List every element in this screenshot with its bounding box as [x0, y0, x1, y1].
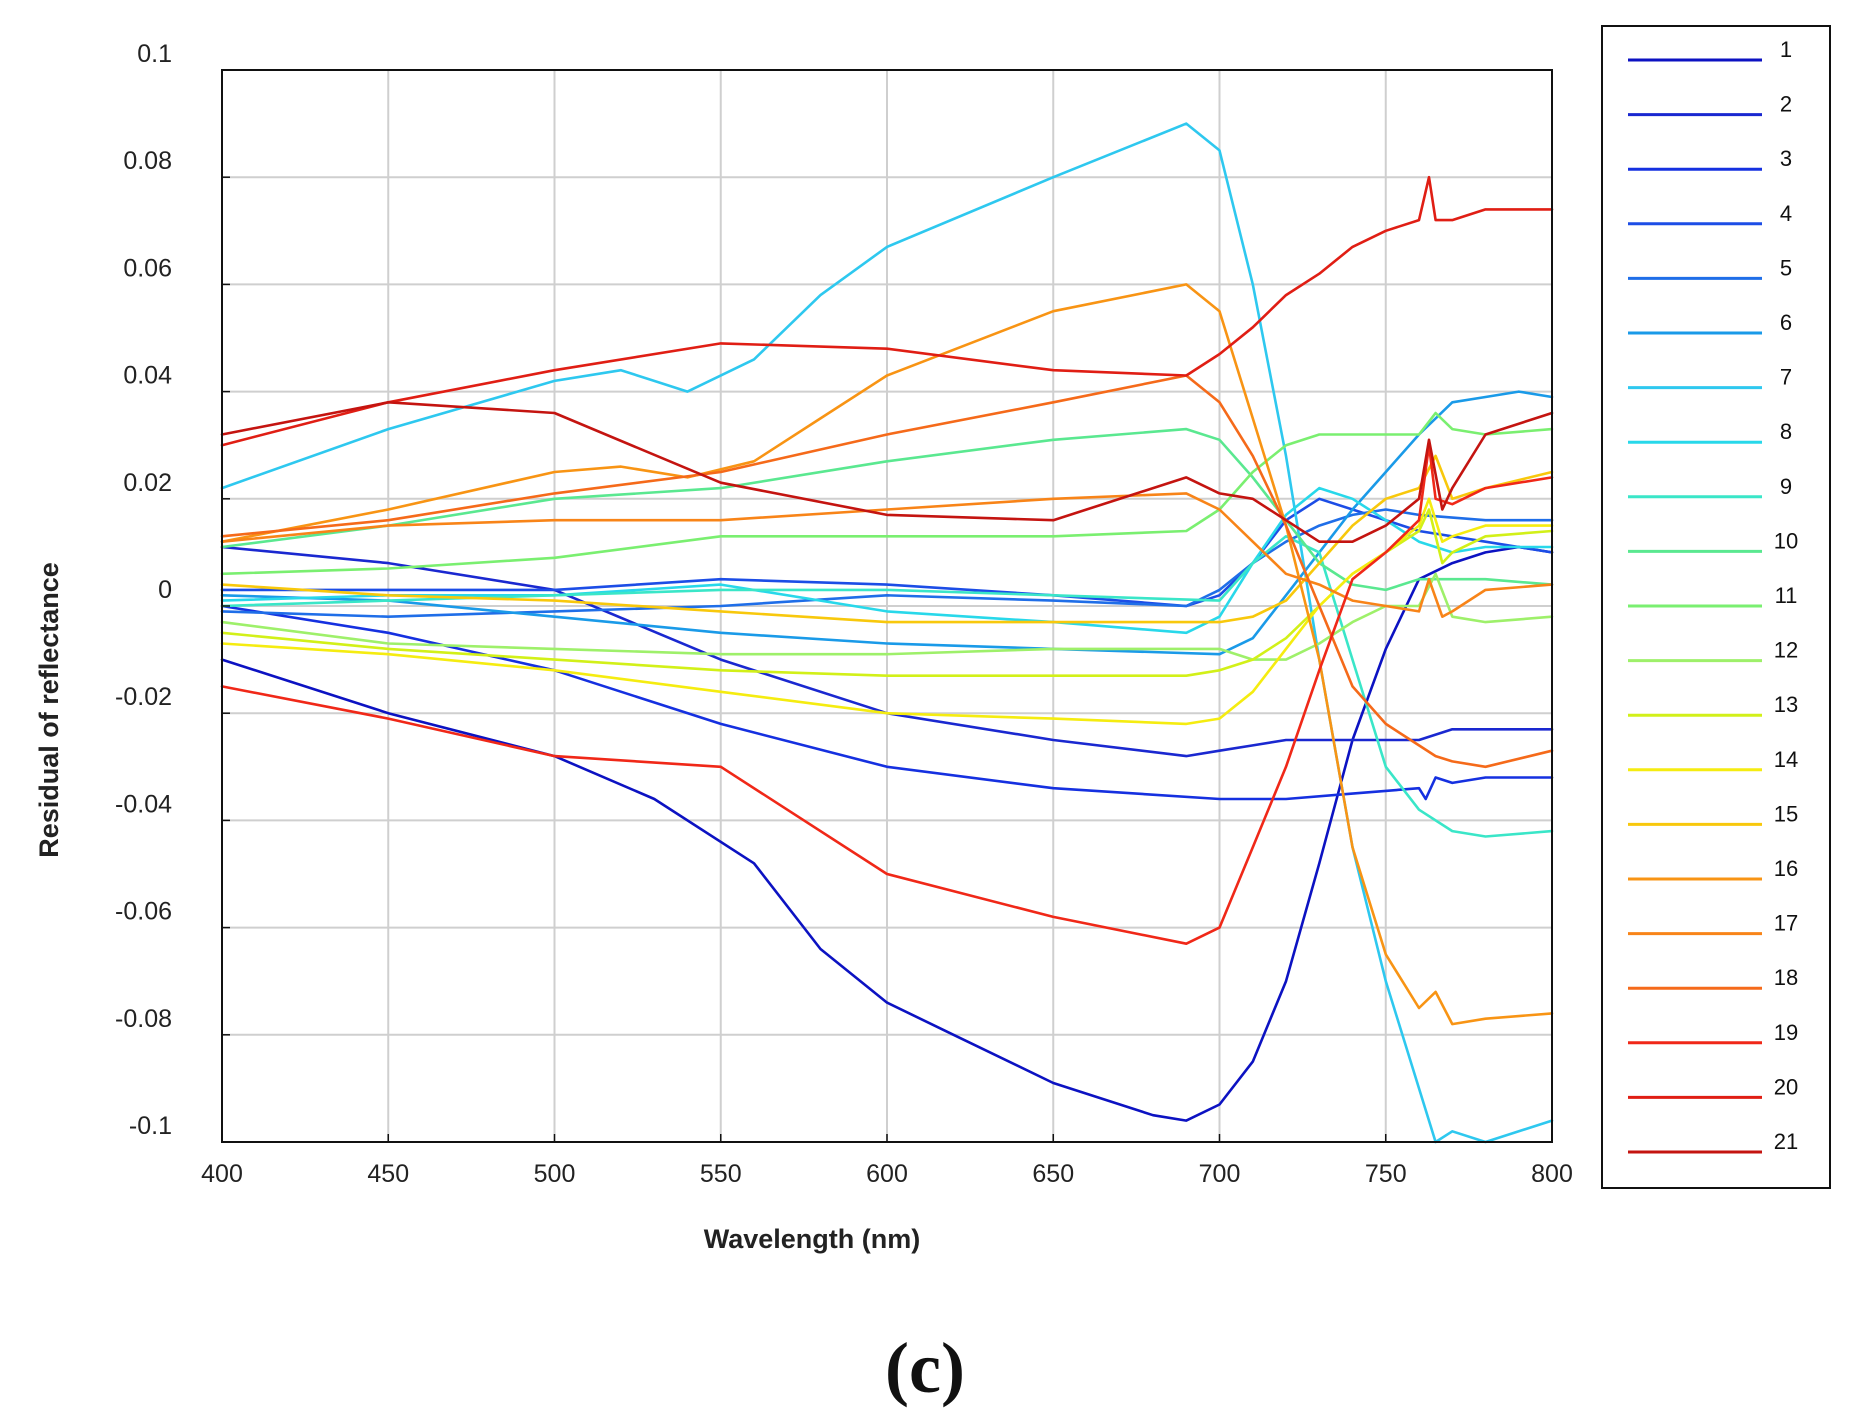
- legend-label-6: 6: [1780, 310, 1792, 335]
- series-line-1: [220, 545, 1554, 1122]
- legend-label-20: 20: [1774, 1074, 1798, 1099]
- legend-label-19: 19: [1774, 1020, 1798, 1045]
- y-tick-label: 0.06: [123, 254, 172, 282]
- series-line-11: [220, 411, 1554, 576]
- legend-label-10: 10: [1774, 528, 1798, 553]
- x-tick-label: 750: [1365, 1160, 1407, 1188]
- y-tick-label: 0.08: [123, 147, 172, 175]
- x-axis-ticks: 400 450 500 550 600 650 700 750 800: [201, 1134, 1573, 1188]
- series-line-14: [220, 497, 1554, 726]
- series-line-2: [220, 545, 1554, 758]
- series-line-9: [220, 534, 1554, 838]
- series-line-13: [220, 508, 1554, 678]
- x-tick-label: 800: [1531, 1160, 1573, 1188]
- data-series: [220, 122, 1554, 1144]
- legend-label-5: 5: [1780, 255, 1792, 280]
- series-line-16: [220, 283, 1554, 1026]
- legend-label-4: 4: [1780, 201, 1792, 226]
- legend-label-11: 11: [1775, 583, 1798, 608]
- series-line-17: [220, 492, 1554, 619]
- series-line-20: [220, 175, 1554, 447]
- legend-label-1: 1: [1780, 37, 1792, 62]
- legend-label-3: 3: [1780, 146, 1792, 171]
- y-tick-label: 0.04: [123, 362, 172, 390]
- panel-label: (c): [885, 1328, 965, 1408]
- series-line-21: [220, 400, 1554, 544]
- series-line-15: [220, 454, 1554, 624]
- series-line-7: [220, 122, 1554, 1144]
- series-line-12: [220, 572, 1554, 661]
- legend-label-9: 9: [1780, 474, 1792, 499]
- legend-label-12: 12: [1774, 638, 1798, 663]
- legend-label-17: 17: [1774, 911, 1798, 936]
- x-axis-title: Wavelength (nm): [704, 1224, 921, 1254]
- legend-label-7: 7: [1780, 365, 1792, 390]
- x-tick-label: 700: [1199, 1160, 1241, 1188]
- legend-label-16: 16: [1774, 856, 1798, 881]
- series-line-6: [220, 390, 1554, 656]
- grid: [221, 69, 1553, 1143]
- y-tick-label: -0.1: [129, 1112, 172, 1140]
- y-tick-label: -0.02: [115, 683, 172, 711]
- y-tick-label: -0.06: [115, 898, 172, 926]
- y-axis-title: Residual of reflectance: [34, 562, 64, 858]
- x-tick-label: 550: [700, 1160, 742, 1188]
- y-axis-ticks: 0.1 0.08 0.06 0.04 0.02 0 -0.02 -0.04 -0.06 -0.08…: [115, 40, 230, 1143]
- x-tick-label: 650: [1032, 1160, 1074, 1188]
- x-tick-label: 500: [534, 1160, 576, 1188]
- legend-label-14: 14: [1774, 747, 1798, 772]
- y-tick-label: 0.1: [137, 40, 172, 68]
- legend-label-13: 13: [1774, 692, 1798, 717]
- x-tick-label: 450: [367, 1160, 409, 1188]
- series-line-18: [220, 374, 1554, 769]
- legend-label-2: 2: [1780, 92, 1792, 117]
- series-line-19: [220, 443, 1554, 946]
- x-tick-label: 600: [866, 1160, 908, 1188]
- legend-label-18: 18: [1774, 965, 1798, 990]
- series-line-4: [220, 497, 1554, 608]
- legend-label-15: 15: [1774, 801, 1798, 826]
- series-line-10: [220, 427, 1554, 592]
- y-tick-label: 0: [158, 576, 172, 604]
- y-tick-label: 0.02: [123, 469, 172, 497]
- series-line-3: [220, 604, 1554, 801]
- y-tick-label: -0.08: [115, 1005, 172, 1033]
- x-tick-label: 400: [201, 1160, 243, 1188]
- legend-label-8: 8: [1780, 419, 1792, 444]
- y-tick-label: -0.04: [115, 790, 172, 818]
- legend-label-21: 21: [1774, 1129, 1798, 1154]
